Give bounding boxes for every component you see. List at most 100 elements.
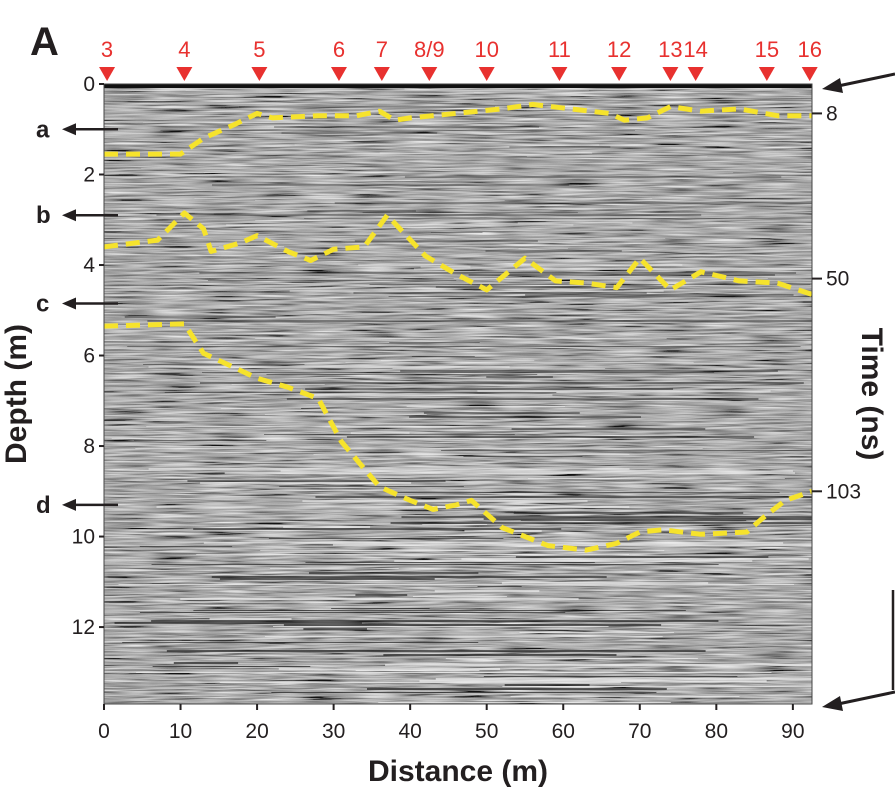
reflection-band [501, 582, 709, 584]
reflection-band [494, 100, 811, 101]
reflection-band [390, 522, 812, 524]
reflection-band [152, 666, 311, 667]
reflection-band [283, 624, 662, 626]
y-tick-label: 4 [83, 254, 95, 277]
reflection-band [385, 664, 812, 666]
reflection-band [274, 126, 540, 128]
reflection-band [435, 286, 664, 288]
reflection-band [264, 636, 663, 637]
reflection-band [135, 448, 703, 449]
reflection-band [151, 620, 719, 622]
reflection-band [118, 584, 794, 585]
reflection-band [502, 686, 812, 687]
reflection-band [404, 88, 782, 90]
reflection-band [305, 562, 595, 563]
reflection-band [315, 496, 812, 498]
reflection-band [526, 156, 708, 157]
reflection-band [511, 428, 706, 430]
x-axis-title: Distance (m) [368, 755, 548, 788]
layer-label-b: b [36, 202, 51, 229]
reflection-band [255, 220, 812, 221]
reflection-band [114, 622, 362, 624]
reflection-band [404, 176, 782, 178]
reflection-band [164, 392, 557, 393]
reflection-band [441, 450, 812, 451]
reflection-band [203, 542, 784, 544]
reflection-band [366, 688, 667, 690]
reflection-band [392, 368, 606, 369]
time-tick-label: 50 [826, 268, 849, 291]
x-tick-label: 60 [552, 720, 575, 743]
reflection-band [231, 384, 325, 385]
reflection-band [147, 320, 812, 322]
reflection-band [239, 106, 496, 108]
reflection-band [308, 572, 479, 574]
reflection-band [166, 650, 706, 652]
reflection-band [353, 292, 647, 294]
time-tick-label: 8 [826, 102, 838, 125]
reflection-band [199, 272, 797, 274]
reflection-band [193, 528, 562, 530]
reflection-band [504, 684, 590, 686]
reflection-band [268, 538, 504, 539]
reflection-band [525, 294, 794, 296]
y-tick-label: 10 [72, 526, 95, 549]
reflection-band [127, 346, 801, 347]
marker-triangle [662, 67, 679, 81]
reflection-band [278, 668, 501, 670]
marker-label: 12 [607, 37, 631, 62]
marker-triangle [801, 67, 818, 81]
reflection-band [474, 92, 800, 93]
radargram-texture [104, 84, 812, 704]
surface-reflection [104, 84, 812, 88]
reflection-band [464, 530, 542, 532]
reflection-band [309, 394, 553, 396]
reflection-band [302, 500, 588, 502]
reflection-band [477, 390, 771, 392]
reflection-band [283, 526, 371, 528]
reflection-band [355, 594, 408, 596]
reflection-band [461, 558, 809, 560]
reflection-band [380, 360, 535, 361]
reflection-band [475, 114, 791, 115]
marker-triangle [611, 67, 628, 81]
reflection-band [151, 564, 719, 565]
layer-label-a: a [36, 116, 50, 143]
layer-arrow-head [62, 297, 76, 310]
reflection-band [286, 398, 759, 400]
horizon-line-2 [104, 210, 812, 297]
reflection-band [160, 130, 635, 131]
y-tick-label: 2 [83, 164, 95, 187]
reflection-band [477, 586, 522, 587]
marker-triangle [176, 67, 193, 81]
reflection-band [519, 632, 675, 633]
reflection-band [303, 628, 367, 630]
reflection-band [148, 468, 630, 470]
y-axis-title: Depth (m) [0, 324, 33, 464]
reflection-band [199, 382, 804, 384]
reflection-band [518, 248, 568, 249]
x-tick-label: 20 [245, 720, 268, 743]
time-tick-label: 103 [826, 480, 861, 503]
reflection-band [332, 544, 812, 546]
reflection-band [209, 618, 292, 620]
reflection-band [434, 590, 540, 592]
reflection-band [156, 214, 702, 216]
reflection-band [193, 610, 686, 611]
reflection-band [485, 250, 622, 252]
reflection-band [272, 626, 609, 627]
reflection-band [281, 132, 438, 134]
reflection-band [483, 518, 812, 520]
x-tick-label: 90 [781, 720, 804, 743]
reflection-band [509, 146, 611, 148]
reflection-band [136, 672, 772, 673]
marker-label: 6 [333, 37, 345, 62]
marker-label: 5 [253, 37, 265, 62]
x-tick-label: 70 [628, 720, 651, 743]
reflection-band [264, 414, 427, 415]
reflection-band [187, 480, 446, 482]
reflection-band [202, 372, 715, 373]
reflection-band [362, 212, 578, 213]
reflection-band [173, 662, 239, 664]
